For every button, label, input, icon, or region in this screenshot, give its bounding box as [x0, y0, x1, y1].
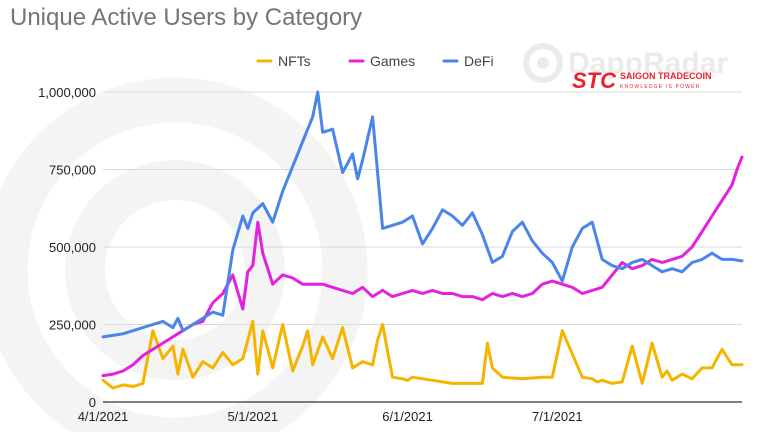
y-tick-label: 500,000	[49, 240, 96, 255]
legend-label: NFTs	[278, 53, 311, 69]
logo-tagline: KNOWLEDGE IS POWER	[620, 84, 701, 90]
x-tick-label: 4/1/2021	[78, 409, 129, 424]
series-line-games	[101, 155, 744, 378]
y-axis-ticks: 0 250,000 500,000 750,000 1,000,000	[38, 85, 96, 410]
chart-title: Unique Active Users by Category	[10, 4, 363, 31]
y-tick-label: 750,000	[49, 163, 96, 178]
dappradar-watermark: DappRadar	[523, 43, 728, 83]
y-tick-label: 1,000,000	[38, 85, 96, 100]
x-tick-label: 6/1/2021	[382, 409, 433, 424]
gridlines	[103, 91, 742, 403]
saigon-tradecoin-logo: STC SAIGON TRADECOIN KNOWLEDGE IS POWER	[572, 68, 712, 93]
series-lines	[101, 90, 744, 390]
legend-label: DeFi	[464, 53, 494, 69]
y-tick-label: 0	[89, 395, 96, 410]
x-tick-label: 5/1/2021	[227, 409, 278, 424]
series-line-nfts	[101, 319, 744, 390]
y-tick-label: 250,000	[49, 318, 96, 333]
legend: NFTs Games DeFi	[256, 53, 494, 69]
series-line-defi	[101, 90, 744, 339]
logo-mark: STC	[572, 68, 617, 93]
dappradar-watermark-text: DappRadar	[568, 47, 728, 80]
x-axis-ticks: 4/1/2021 5/1/2021 6/1/2021 7/1/2021	[78, 409, 583, 424]
watermark-swirl-icon	[0, 77, 368, 432]
x-tick-label: 7/1/2021	[532, 409, 583, 424]
legend-label: Games	[370, 53, 415, 69]
logo-name: SAIGON TRADECOIN	[620, 71, 712, 81]
